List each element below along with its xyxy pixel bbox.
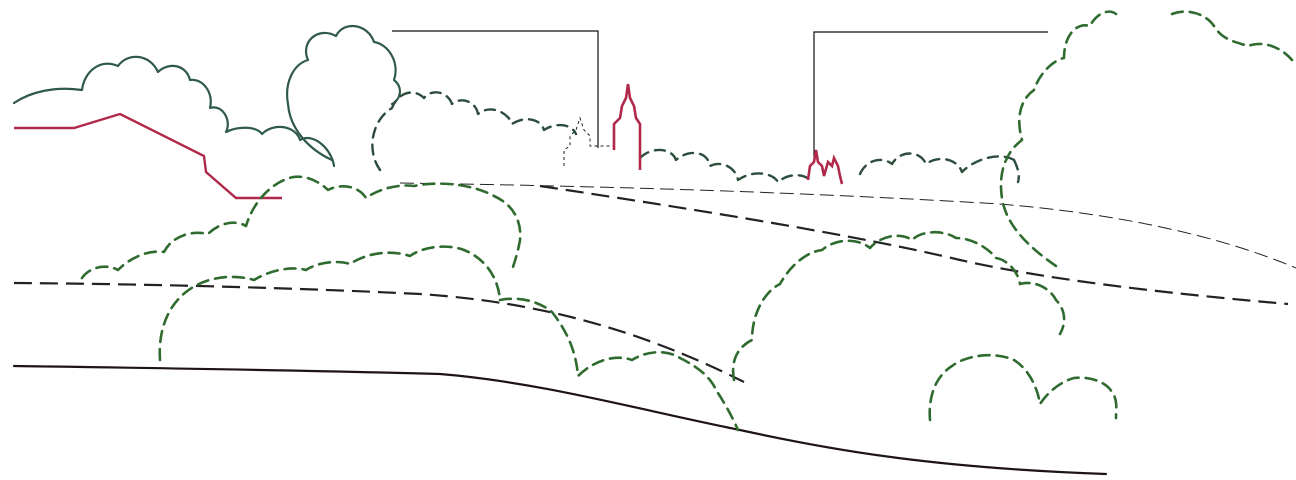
- shrub-right-horizon: [1012, 158, 1020, 184]
- distant-treeline: [371, 91, 1016, 184]
- tree-canopy-mid-left: [80, 175, 522, 280]
- building-roof: [14, 112, 282, 200]
- tree-canopy-right-middle: [731, 230, 1066, 382]
- leader-line-church-2: [813, 31, 1048, 158]
- tree-canopy-right-bottom: [928, 353, 1118, 422]
- tree-canopy-lower-left: [158, 245, 502, 362]
- church-ghost-outline: [563, 116, 615, 166]
- middle-ridge-line: [539, 184, 1289, 306]
- tree-canopy-left-solid: [12, 55, 336, 168]
- far-horizon-line: [399, 182, 1296, 269]
- tree-canopy-center-solid: [286, 25, 401, 162]
- church-spire-1: [612, 83, 642, 170]
- tree-canopy-center-bottom: [498, 297, 740, 432]
- lower-ridge-line: [13, 281, 745, 383]
- leader-line-church-1: [392, 30, 599, 148]
- ground-line: [12, 364, 1108, 476]
- tree-canopy-right-large: [999, 10, 1294, 268]
- church-small-2: [806, 149, 844, 185]
